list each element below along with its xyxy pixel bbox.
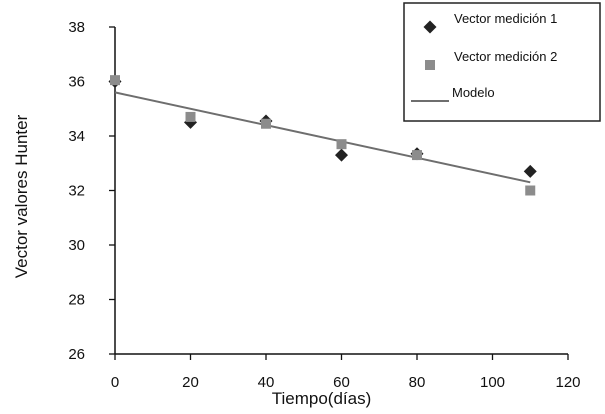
x-tick-label: 20 bbox=[182, 374, 199, 391]
square-marker bbox=[261, 118, 271, 129]
y-tick-label: 30 bbox=[68, 237, 85, 254]
x-tick-label: 100 bbox=[480, 374, 505, 391]
x-tick-label: 0 bbox=[111, 374, 119, 391]
model-line-series bbox=[114, 91, 531, 184]
diamond-marker bbox=[523, 164, 537, 178]
y-tick-label: 28 bbox=[68, 292, 85, 309]
legend-label: Modelo bbox=[452, 85, 495, 100]
x-tick-label: 80 bbox=[409, 374, 426, 391]
legend-square-icon bbox=[425, 60, 435, 70]
legend-diamond-icon bbox=[423, 20, 437, 34]
y-tick-label: 38 bbox=[68, 19, 85, 36]
diamond-marker bbox=[335, 148, 348, 162]
square-marker bbox=[110, 75, 120, 86]
y-axis-ticks: 26 28 30 32 34 36 38 bbox=[68, 19, 115, 363]
legend-label: Vector medición 1 bbox=[454, 11, 557, 26]
x-tick-label: 120 bbox=[555, 374, 580, 391]
y-tick-label: 26 bbox=[68, 346, 85, 363]
y-tick-label: 32 bbox=[68, 183, 85, 200]
legend-label: Vector medición 2 bbox=[454, 49, 557, 64]
data-markers bbox=[108, 75, 537, 196]
model-line bbox=[114, 91, 531, 184]
square-marker bbox=[525, 185, 536, 196]
x-axis-title: Tiempo(días) bbox=[272, 389, 372, 408]
y-tick-label: 36 bbox=[68, 74, 85, 91]
x-tick-label: 40 bbox=[258, 374, 275, 391]
square-marker bbox=[336, 139, 347, 150]
x-tick-label: 60 bbox=[333, 374, 350, 391]
square-marker bbox=[412, 150, 422, 161]
square-marker bbox=[185, 111, 196, 122]
x-axis-ticks: 0 20 40 60 80 100 120 bbox=[111, 354, 581, 391]
legend: Vector medición 1 Vector medición 2 Modelo bbox=[403, 2, 601, 122]
y-axis-title: Vector valores Hunter bbox=[12, 114, 31, 278]
y-tick-label: 34 bbox=[68, 128, 85, 145]
